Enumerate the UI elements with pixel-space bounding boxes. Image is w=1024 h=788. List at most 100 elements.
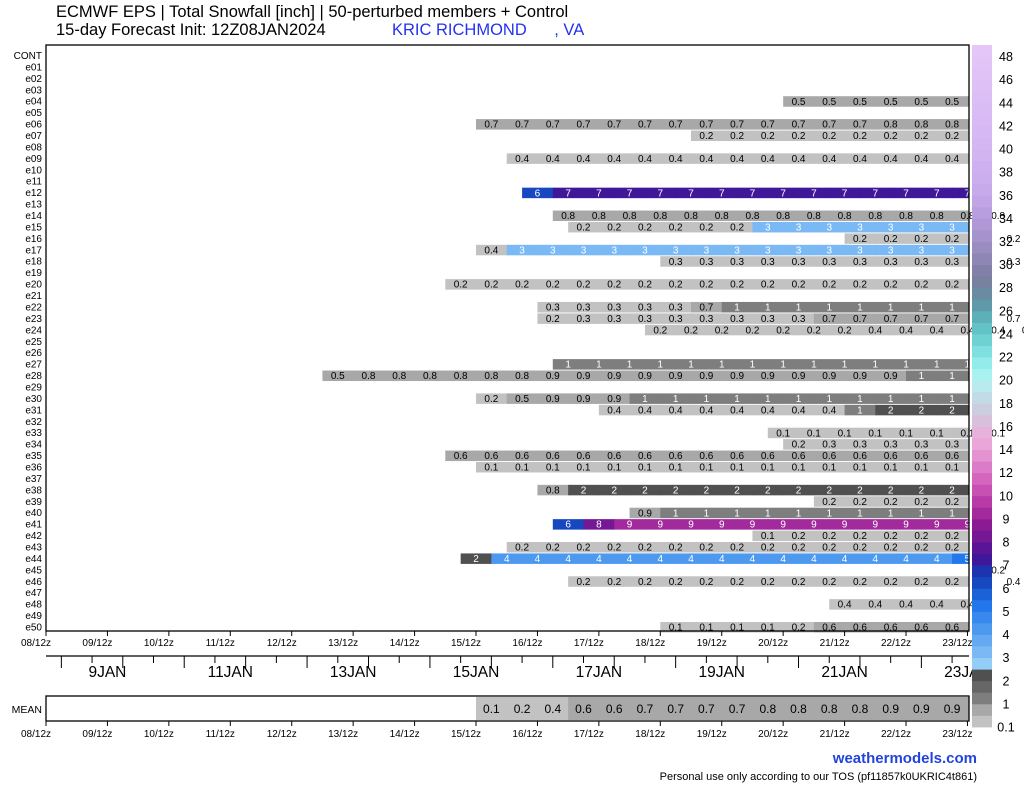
member-cell (906, 96, 938, 107)
member-label: e08 (25, 142, 42, 153)
member-cell (936, 313, 969, 324)
cell-value-label: 0.6 (638, 451, 652, 462)
cell-value-label: 0.7 (730, 120, 744, 131)
member-label: e33 (25, 428, 42, 439)
member-cell (906, 450, 938, 462)
colorbar-label: 26 (999, 304, 1013, 318)
cell-value-label: 0.8 (776, 211, 790, 222)
cell-value-label: 0.7 (822, 120, 836, 131)
x-tick-label: 10/12z (144, 638, 174, 649)
cell-value-label: 0.7 (945, 314, 959, 325)
member-cell (506, 541, 539, 553)
member-cell (568, 393, 600, 404)
cell-value-label: 0.2 (761, 280, 775, 291)
cell-value-label: 4 (565, 554, 571, 565)
cell-value-label: 1 (658, 360, 664, 371)
member-cell (798, 187, 830, 199)
member-cell (952, 599, 969, 610)
member-cell (875, 96, 907, 107)
member-cell (829, 599, 861, 610)
member-cell (598, 301, 631, 313)
member-cell (706, 553, 738, 564)
date-label: 21JAN (821, 664, 868, 681)
x-tick-label: 17/12z (574, 729, 604, 740)
member-cell (629, 244, 661, 256)
cell-value-label: 1 (765, 508, 771, 519)
colorbar-label: 8 (1003, 536, 1010, 550)
colorbar-swatch (972, 68, 992, 81)
cell-value-label: 1 (949, 371, 955, 382)
mean-value-label: 0.2 (514, 702, 531, 716)
member-cell (844, 530, 876, 542)
cell-value-label: 0.2 (822, 131, 836, 142)
member-cell (844, 233, 876, 244)
member-cell (491, 553, 523, 564)
mean-cell (936, 697, 969, 720)
cell-value-label: 1 (796, 303, 802, 314)
member-cell (829, 187, 861, 199)
colorbar-swatch (972, 114, 992, 127)
member-cell (445, 450, 477, 462)
x-tick-label: 14/12z (390, 729, 420, 740)
cell-value-label: 1 (704, 508, 710, 519)
cell-value-label: 0.1 (792, 463, 806, 474)
member-cell (936, 496, 969, 507)
member-cell (967, 530, 969, 542)
cell-value-label: 0.2 (638, 223, 652, 234)
colorbar-swatch (972, 102, 992, 115)
member-label: e34 (25, 440, 42, 451)
mean-cell (506, 697, 539, 720)
member-label: e25 (25, 337, 42, 348)
cell-value-label: 0.6 (730, 451, 744, 462)
mean-value-label: 0.7 (729, 702, 746, 716)
member-cell (967, 461, 969, 473)
cell-value-label: 1 (765, 394, 771, 405)
cell-value-label: 9 (658, 520, 664, 531)
member-cell (906, 279, 938, 290)
cell-value-label: 0.2 (607, 223, 621, 234)
cell-value-label: 4 (780, 554, 786, 565)
cell-value-label: 1 (796, 394, 802, 405)
mean-cell (813, 697, 846, 720)
cell-value-label: 1 (627, 360, 633, 371)
member-cell (844, 96, 876, 107)
member-cell (598, 153, 631, 164)
cell-value-label: 0.5 (884, 97, 898, 108)
member-cell (691, 119, 723, 130)
colorbar-label: 44 (999, 96, 1013, 110)
member-cell (813, 119, 846, 130)
cell-value-label: 0.6 (884, 623, 898, 634)
cell-value-label: 0.4 (853, 154, 867, 165)
cell-value-label: 0.1 (638, 463, 652, 474)
cell-value-label: 2 (473, 554, 479, 565)
cell-value-label: 0.2 (853, 531, 867, 542)
date-label: 17JAN (576, 664, 623, 681)
cell-value-label: 0.2 (669, 577, 683, 588)
member-cell (660, 450, 692, 462)
member-cell (721, 450, 754, 462)
cell-value-label: 0.2 (699, 280, 713, 291)
member-cell (967, 256, 969, 267)
cell-value-label: 0.4 (868, 600, 882, 611)
colorbar-swatch (972, 229, 992, 242)
member-cell (598, 541, 631, 553)
mean-cell (783, 697, 815, 720)
member-cell (906, 484, 938, 496)
member-cell (906, 153, 938, 164)
cell-value-label: 2 (919, 485, 925, 496)
member-cell (967, 233, 969, 244)
member-cell (921, 210, 953, 222)
cell-value-label: 0.8 (653, 211, 667, 222)
member-cell (906, 130, 938, 142)
member-cell (783, 622, 815, 633)
colorbar-label: 16 (999, 420, 1013, 434)
member-cell (506, 279, 539, 290)
member-cell (660, 279, 692, 290)
member-cell (691, 153, 723, 164)
cell-value-label: 3 (919, 245, 925, 256)
member-cell (936, 484, 969, 496)
cell-value-label: 1 (719, 360, 725, 371)
colorbar-swatch (972, 680, 992, 693)
colorbar-swatch (972, 565, 992, 578)
